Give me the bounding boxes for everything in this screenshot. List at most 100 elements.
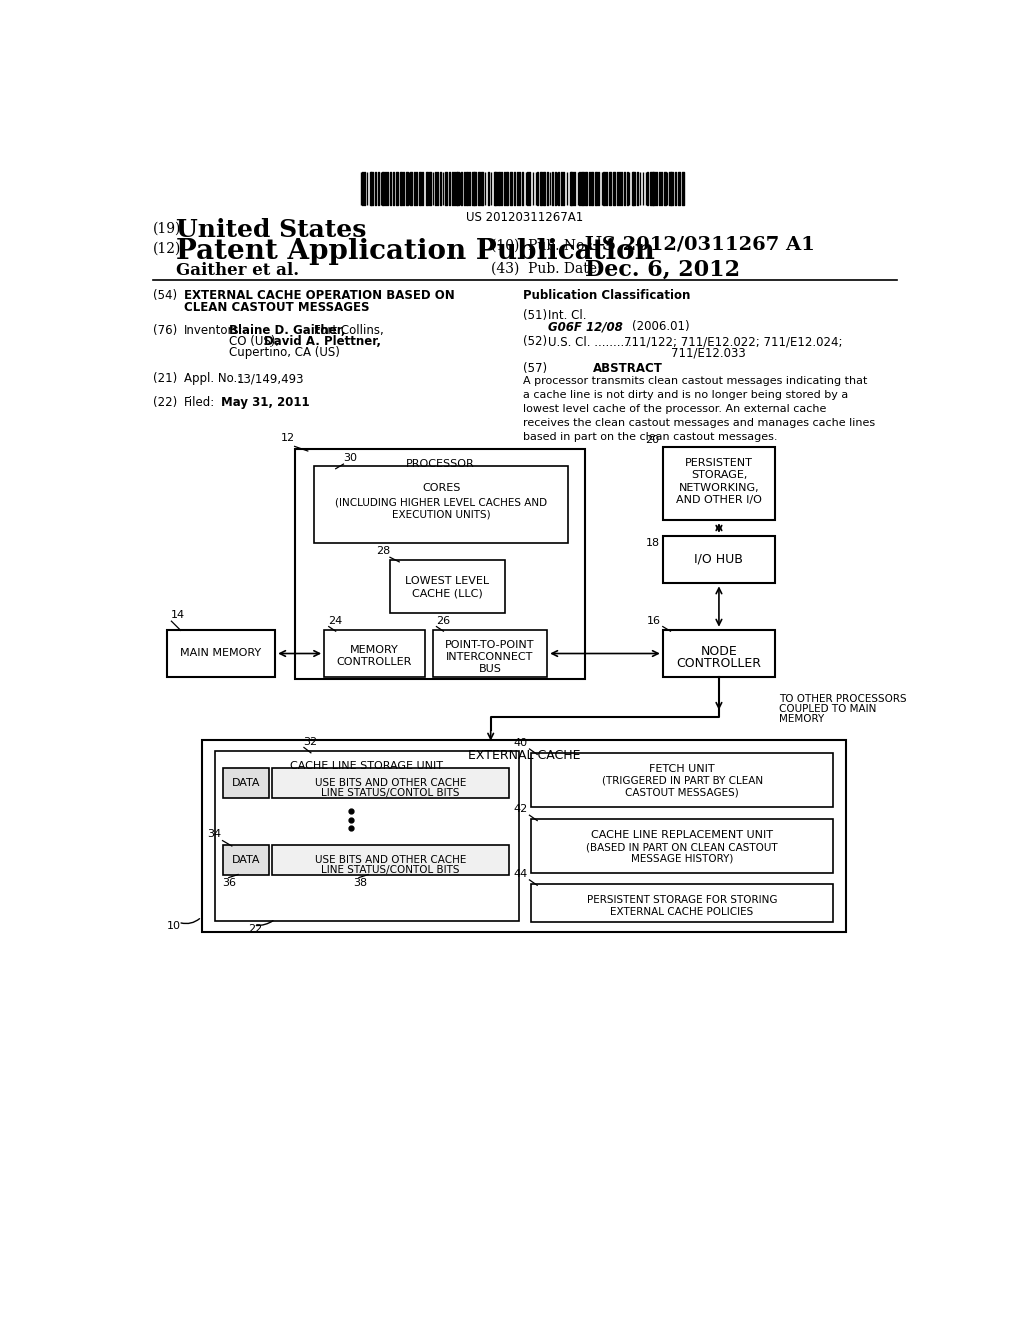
Text: TO OTHER PROCESSORS: TO OTHER PROCESSORS: [779, 693, 906, 704]
Bar: [432, 630, 547, 677]
Bar: [314, 466, 568, 544]
Text: PROCESSOR: PROCESSOR: [406, 459, 474, 469]
Bar: [272, 768, 509, 797]
Text: G06F 12/08: G06F 12/08: [548, 321, 623, 333]
Text: (22): (22): [153, 396, 177, 409]
Text: 40: 40: [514, 738, 528, 748]
Bar: [531, 752, 834, 807]
Text: LINE STATUS/CONTOL BITS: LINE STATUS/CONTOL BITS: [322, 788, 460, 799]
Bar: [202, 739, 847, 932]
Text: DATA: DATA: [231, 855, 260, 865]
Text: DATA: DATA: [231, 777, 260, 788]
Text: Patent Application Publication: Patent Application Publication: [176, 239, 655, 265]
Text: NODE: NODE: [700, 645, 737, 659]
Text: Int. Cl.: Int. Cl.: [548, 309, 587, 322]
Text: May 31, 2011: May 31, 2011: [221, 396, 309, 409]
Bar: [663, 630, 775, 677]
Text: (52): (52): [523, 335, 548, 348]
Text: USE BITS AND OTHER CACHE: USE BITS AND OTHER CACHE: [314, 855, 466, 865]
Text: 20: 20: [645, 434, 659, 445]
Text: 13/149,493: 13/149,493: [237, 372, 304, 385]
Bar: [295, 449, 586, 678]
Text: 10: 10: [167, 921, 181, 931]
Text: (57): (57): [523, 363, 548, 375]
Text: Inventors:: Inventors:: [183, 323, 244, 337]
Text: CORES: CORES: [422, 483, 460, 494]
Text: 36: 36: [222, 878, 237, 888]
Text: (19): (19): [153, 222, 181, 235]
Text: NETWORKING,: NETWORKING,: [679, 483, 759, 492]
Text: FETCH UNIT: FETCH UNIT: [649, 763, 715, 774]
Text: POINT-TO-POINT: POINT-TO-POINT: [445, 640, 535, 651]
Bar: [222, 768, 269, 797]
Text: 34: 34: [207, 829, 221, 840]
Text: LINE STATUS/CONTOL BITS: LINE STATUS/CONTOL BITS: [322, 866, 460, 875]
Bar: [531, 884, 834, 923]
Text: Dec. 6, 2012: Dec. 6, 2012: [586, 259, 740, 281]
Text: Gaither et al.: Gaither et al.: [176, 261, 299, 279]
Text: BUS: BUS: [478, 664, 502, 673]
Text: 38: 38: [352, 878, 367, 888]
Text: ABSTRACT: ABSTRACT: [593, 363, 663, 375]
Text: MAIN MEMORY: MAIN MEMORY: [180, 648, 261, 657]
Text: 28: 28: [376, 546, 390, 557]
Text: 14: 14: [171, 610, 184, 620]
Text: CACHE LINE STORAGE UNIT: CACHE LINE STORAGE UNIT: [290, 760, 443, 771]
Text: US 20120311267A1: US 20120311267A1: [466, 211, 584, 224]
Text: EXTERNAL CACHE OPERATION BASED ON: EXTERNAL CACHE OPERATION BASED ON: [183, 289, 455, 302]
Text: (43)  Pub. Date:: (43) Pub. Date:: [490, 261, 601, 276]
Text: CASTOUT MESSAGES): CASTOUT MESSAGES): [626, 788, 739, 797]
Text: Blaine D. Gaither,: Blaine D. Gaither,: [228, 323, 345, 337]
Text: (10)  Pub. No.:: (10) Pub. No.:: [490, 239, 593, 252]
Text: EXTERNAL CACHE: EXTERNAL CACHE: [468, 748, 581, 762]
Text: 30: 30: [343, 453, 357, 463]
Text: LOWEST LEVEL: LOWEST LEVEL: [406, 576, 489, 586]
Text: U.S. Cl. ..........: U.S. Cl. ..........: [548, 335, 632, 348]
Text: MEMORY: MEMORY: [350, 645, 398, 655]
Text: CACHE LINE REPLACEMENT UNIT: CACHE LINE REPLACEMENT UNIT: [591, 830, 773, 840]
Text: (TRIGGERED IN PART BY CLEAN: (TRIGGERED IN PART BY CLEAN: [601, 776, 763, 785]
Text: INTERCONNECT: INTERCONNECT: [446, 652, 534, 661]
Bar: [324, 630, 425, 677]
Text: MESSAGE HISTORY): MESSAGE HISTORY): [631, 854, 733, 863]
Text: 22: 22: [248, 924, 262, 933]
Text: CONTROLLER: CONTROLLER: [677, 657, 762, 671]
Bar: [663, 447, 775, 520]
Text: 711/E12.033: 711/E12.033: [671, 346, 745, 359]
Bar: [663, 536, 775, 583]
Text: 18: 18: [645, 539, 659, 548]
Text: COUPLED TO MAIN: COUPLED TO MAIN: [779, 704, 877, 714]
Text: Appl. No.:: Appl. No.:: [183, 372, 241, 385]
Text: 44: 44: [514, 869, 528, 879]
Text: (54): (54): [153, 289, 177, 302]
Text: (BASED IN PART ON CLEAN CASTOUT: (BASED IN PART ON CLEAN CASTOUT: [587, 842, 778, 853]
Bar: [531, 818, 834, 873]
Text: United States: United States: [176, 218, 367, 243]
Text: 12: 12: [281, 433, 295, 444]
Bar: [390, 560, 505, 612]
Text: EXTERNAL CACHE POLICIES: EXTERNAL CACHE POLICIES: [610, 907, 754, 917]
Bar: [222, 845, 269, 874]
Text: US 2012/0311267 A1: US 2012/0311267 A1: [586, 235, 815, 253]
Text: 32: 32: [303, 737, 317, 747]
Text: Fort Collins,: Fort Collins,: [314, 323, 384, 337]
Text: CLEAN CASTOUT MESSAGES: CLEAN CASTOUT MESSAGES: [183, 301, 370, 314]
Text: (76): (76): [153, 323, 177, 337]
Text: 42: 42: [514, 804, 528, 814]
Text: (51): (51): [523, 309, 548, 322]
Text: MEMORY: MEMORY: [779, 714, 824, 723]
Text: Cupertino, CA (US): Cupertino, CA (US): [228, 346, 340, 359]
Text: I/O HUB: I/O HUB: [694, 552, 743, 565]
Bar: [215, 751, 518, 921]
Text: Filed:: Filed:: [183, 396, 215, 409]
Bar: [167, 630, 275, 677]
Text: A processor transmits clean castout messages indicating that
a cache line is not: A processor transmits clean castout mess…: [523, 376, 876, 441]
Text: David A. Plettner,: David A. Plettner,: [263, 335, 381, 347]
Text: PERSISTENT STORAGE FOR STORING: PERSISTENT STORAGE FOR STORING: [587, 895, 777, 904]
Text: STORAGE,: STORAGE,: [691, 470, 748, 480]
Text: 24: 24: [328, 616, 342, 626]
Text: 26: 26: [435, 616, 450, 626]
Text: (2006.01): (2006.01): [632, 321, 689, 333]
Text: (12): (12): [153, 242, 181, 256]
Text: 16: 16: [647, 616, 662, 626]
